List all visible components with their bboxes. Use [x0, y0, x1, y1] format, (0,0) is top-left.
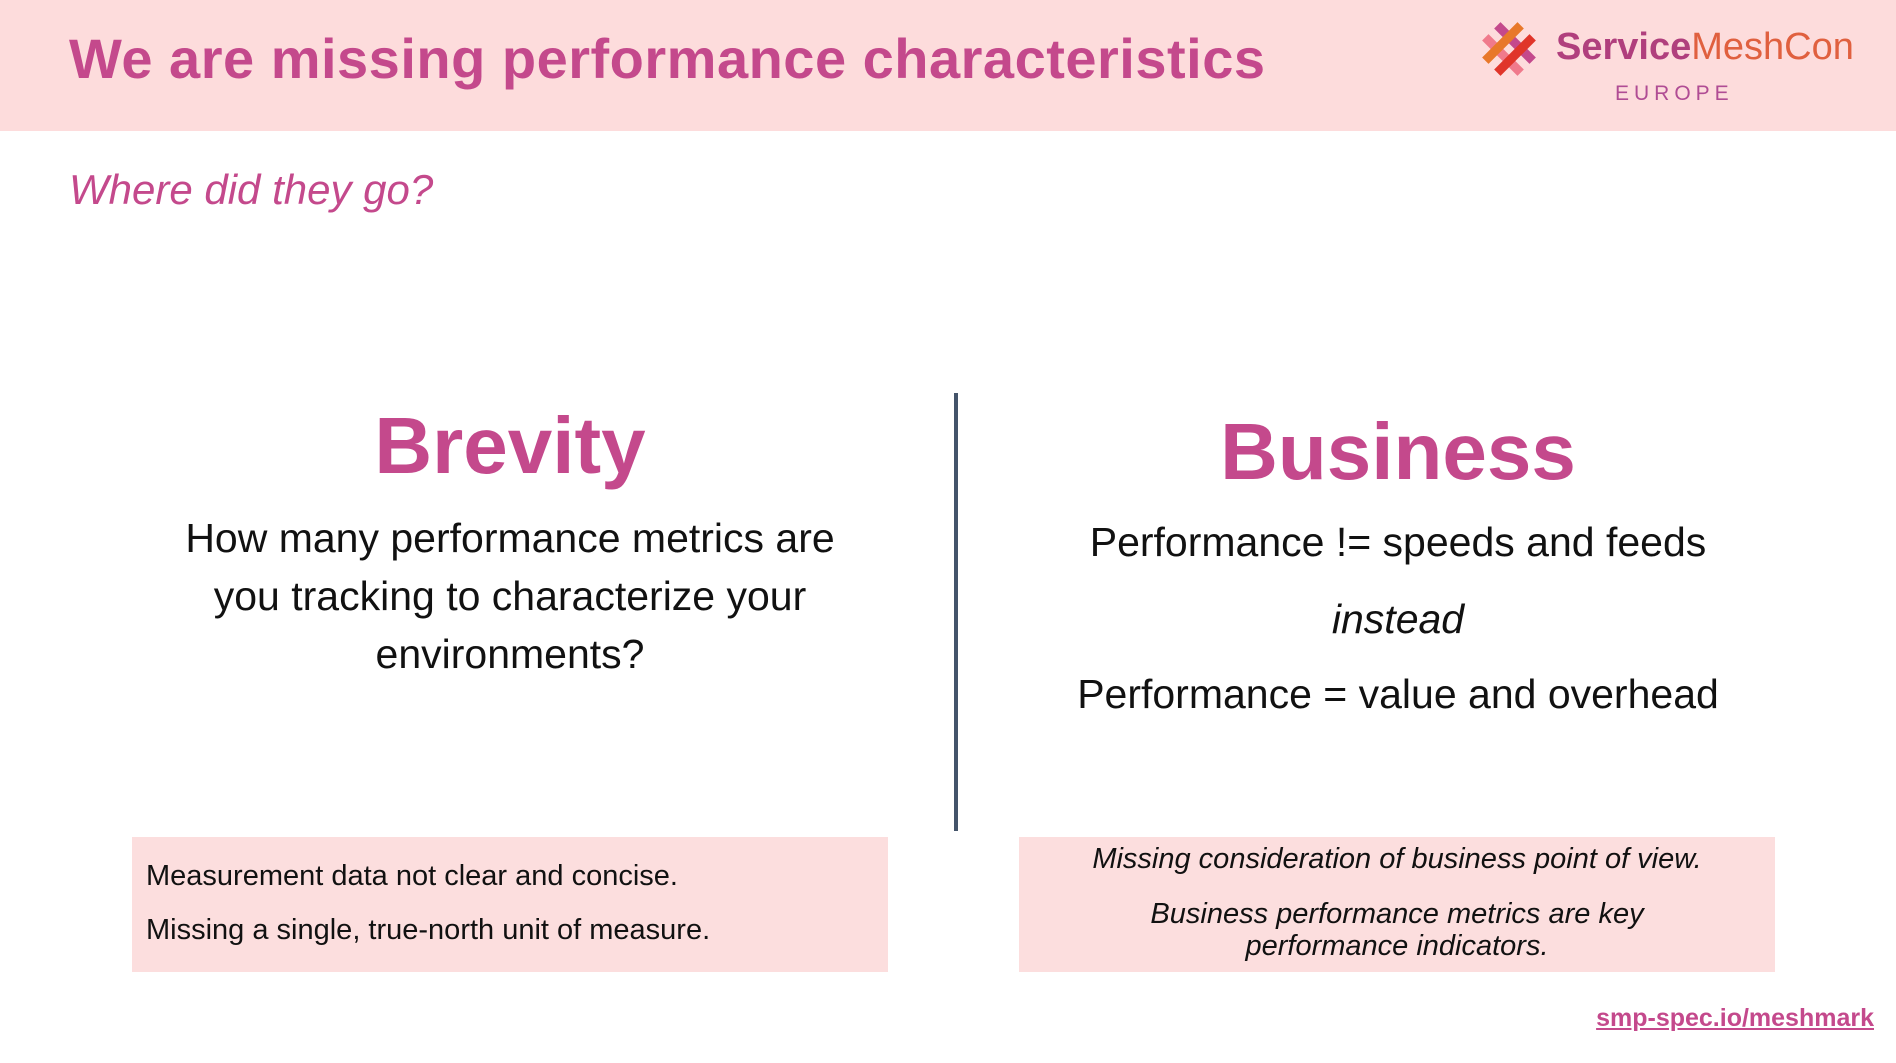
logo-wordmark-rest: MeshCon — [1691, 26, 1854, 68]
slide-title: We are missing performance characteristi… — [69, 27, 1266, 90]
brevity-heading: Brevity — [374, 401, 646, 490]
brevity-note: Missing a single, true-north unit of mea… — [146, 914, 711, 946]
slide-subtitle: Where did they go? — [69, 166, 434, 213]
business-note: Business performance metrics are key — [1150, 898, 1644, 930]
servicemeshcon-logo-icon — [1482, 22, 1536, 76]
logo-wordmark-bold: Service — [1556, 26, 1692, 68]
logo-region: EUROPE — [1615, 82, 1734, 105]
business-line-3: Performance = value and overhead — [1077, 671, 1719, 717]
header-band: We are missing performance characteristi… — [0, 0, 1896, 131]
business-note: performance indicators. — [1245, 930, 1549, 962]
right-column: Business — [998, 406, 1798, 498]
logo-wordmark: ServiceMeshCon — [1556, 26, 1854, 69]
column-divider — [954, 393, 958, 831]
brevity-line: How many performance metrics are — [185, 515, 835, 561]
brevity-line: environments? — [375, 631, 645, 677]
brevity-note: Measurement data not clear and concise. — [146, 860, 678, 892]
left-column: Brevity — [110, 400, 910, 492]
business-heading: Business — [1220, 407, 1576, 496]
business-note: Missing consideration of business point … — [1092, 843, 1702, 875]
brevity-line: you tracking to characterize your — [213, 573, 807, 619]
business-line-1: Performance != speeds and feeds — [1089, 519, 1707, 565]
business-line-2: instead — [1331, 596, 1465, 642]
meshmark-link[interactable]: smp-spec.io/meshmark — [1596, 1004, 1874, 1032]
business-note-box: Missing consideration of business point … — [1019, 837, 1775, 972]
brevity-note-box: Measurement data not clear and concise. … — [132, 837, 888, 972]
brevity-question: How many performance metrics are you tra… — [110, 509, 910, 683]
